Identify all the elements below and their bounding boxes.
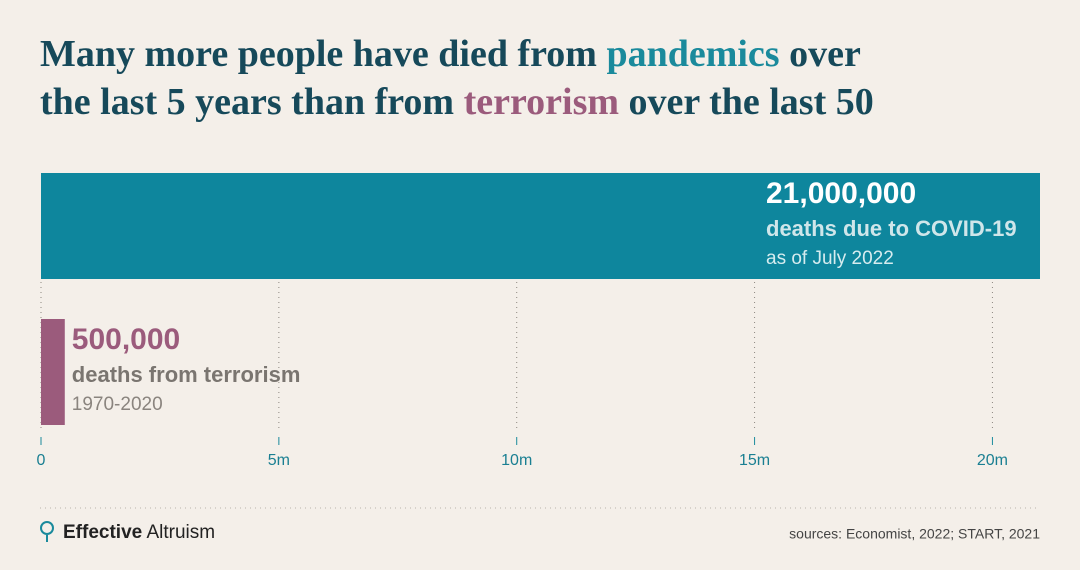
x-tick-label: 15m <box>739 452 770 469</box>
x-tick-label: 0 <box>37 452 46 469</box>
title-segment: over the last 50 <box>619 81 874 123</box>
title-segment: the last 5 years than from <box>40 81 464 123</box>
brand: Effective Altruism <box>63 522 215 543</box>
x-tick-label: 5m <box>268 452 290 469</box>
category-label: deaths due to COVID-19 <box>766 216 1017 241</box>
value-label: 500,000 <box>72 323 180 356</box>
title-line: the last 5 years than from terrorism ove… <box>40 78 874 126</box>
source: sources: Economist, 2022; START, 2021 <box>789 526 1040 542</box>
x-tick-label: 10m <box>501 452 532 469</box>
title-segment: pandemics <box>606 33 780 75</box>
title-segment: terrorism <box>463 81 620 123</box>
bar <box>41 319 65 425</box>
logo <box>40 521 54 542</box>
title-segment: Many more people have died from <box>40 33 607 75</box>
title-segment: over <box>779 33 861 75</box>
category-label: deaths from terrorism <box>72 362 301 387</box>
note-label: as of July 2022 <box>766 248 894 269</box>
chart-title: Many more people have died from pandemic… <box>40 30 874 126</box>
value-label: 21,000,000 <box>766 177 916 210</box>
x-tick-label: 20m <box>977 452 1008 469</box>
bar <box>41 173 1040 279</box>
brand-name: Altruism <box>146 522 215 543</box>
title-line: Many more people have died from pandemic… <box>40 30 874 78</box>
brand-bold: Effective <box>63 522 142 543</box>
note-label: 1970-2020 <box>72 394 163 415</box>
